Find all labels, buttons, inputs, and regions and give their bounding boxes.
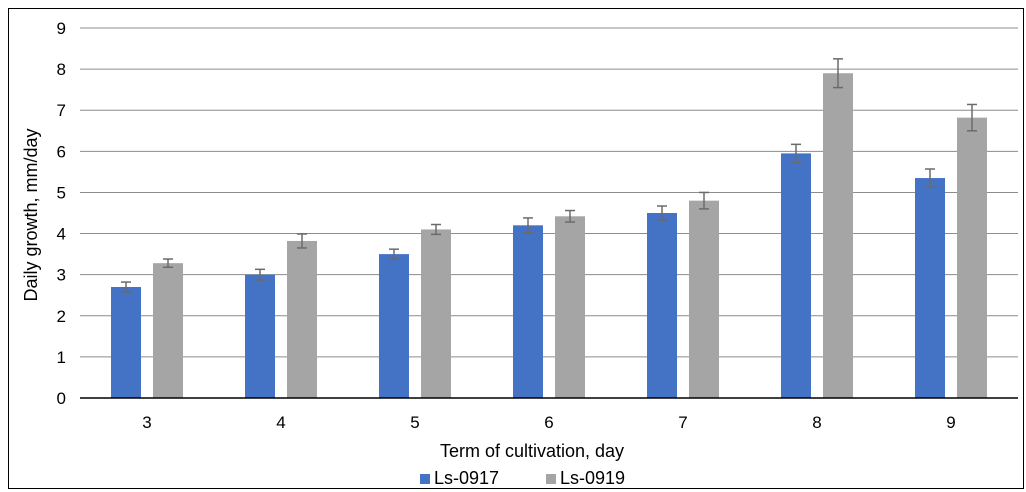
bar-ls-0919-day-5 <box>421 229 451 398</box>
bar-ls-0917-day-3 <box>111 287 141 398</box>
error-bar-ls-0919-day-6 <box>565 209 575 223</box>
bar-ls-0919-day-7 <box>689 200 719 398</box>
error-bar-ls-0917-day-9 <box>925 168 935 188</box>
bar-ls-0917-day-4 <box>245 274 275 398</box>
chart-border <box>8 8 1024 489</box>
y-tick-label-8: 8 <box>57 60 66 79</box>
y-tick-label-1: 1 <box>57 348 66 367</box>
bar-ls-0919-day-6 <box>555 216 585 398</box>
bar-ls-0919-day-3 <box>153 263 183 398</box>
y-tick-label-9: 9 <box>57 19 66 38</box>
y-tick-label-5: 5 <box>57 183 66 202</box>
x-axis-tick-labels: 3 4 5 6 7 8 9 <box>142 413 955 432</box>
bar-ls-0917-day-6 <box>513 225 543 398</box>
y-axis-title: Daily growth, mm/day <box>21 128 41 301</box>
y-tick-label-3: 3 <box>57 266 66 285</box>
y-tick-label-6: 6 <box>57 142 66 161</box>
x-tick-label-4: 4 <box>276 413 285 432</box>
error-bar-ls-0919-day-3 <box>163 258 173 269</box>
x-tick-label-5: 5 <box>410 413 419 432</box>
x-tick-label-6: 6 <box>544 413 553 432</box>
error-bar-ls-0919-day-4 <box>297 233 307 249</box>
legend-label-ls-0917: Ls-0917 <box>434 468 499 488</box>
error-bar-ls-0917-day-7 <box>657 205 667 221</box>
x-tick-label-3: 3 <box>142 413 151 432</box>
bar-ls-0917-day-8 <box>781 153 811 398</box>
error-bar-ls-0917-day-8 <box>791 143 801 164</box>
error-bar-ls-0917-day-3 <box>121 281 131 293</box>
x-tick-label-9: 9 <box>946 413 955 432</box>
y-tick-label-2: 2 <box>57 307 66 326</box>
bar-ls-0917-day-5 <box>379 254 409 398</box>
gridlines <box>80 27 1018 358</box>
bar-ls-0919-day-4 <box>287 240 317 398</box>
y-tick-label-0: 0 <box>57 389 66 408</box>
y-axis-tick-labels: 0 1 2 3 4 5 6 7 8 9 <box>57 19 66 408</box>
x-axis-title: Term of cultivation, day <box>440 441 624 461</box>
error-bar-ls-0919-day-9 <box>967 103 977 132</box>
error-bar-ls-0919-day-8 <box>833 58 843 89</box>
bar-ls-0919-day-9 <box>957 117 987 398</box>
bars <box>111 73 987 398</box>
error-bar-ls-0917-day-5 <box>389 248 399 260</box>
y-tick-label-4: 4 <box>57 225 66 244</box>
bar-ls-0917-day-9 <box>915 178 945 398</box>
legend-label-ls-0919: Ls-0919 <box>560 468 625 488</box>
error-bar-ls-0917-day-4 <box>255 268 265 281</box>
error-bars <box>121 58 977 293</box>
x-tick-label-7: 7 <box>678 413 687 432</box>
y-tick-label-7: 7 <box>57 101 66 120</box>
legend-swatch-ls-0919 <box>546 474 556 484</box>
error-bar-ls-0917-day-6 <box>523 217 533 234</box>
error-bar-ls-0919-day-7 <box>699 191 709 210</box>
bar-ls-0919-day-8 <box>823 73 853 398</box>
x-tick-label-8: 8 <box>812 413 821 432</box>
legend: Ls-0917 Ls-0919 <box>420 468 625 488</box>
error-bar-ls-0919-day-5 <box>431 223 441 236</box>
legend-swatch-ls-0917 <box>420 474 430 484</box>
bar-ls-0917-day-7 <box>647 213 677 398</box>
